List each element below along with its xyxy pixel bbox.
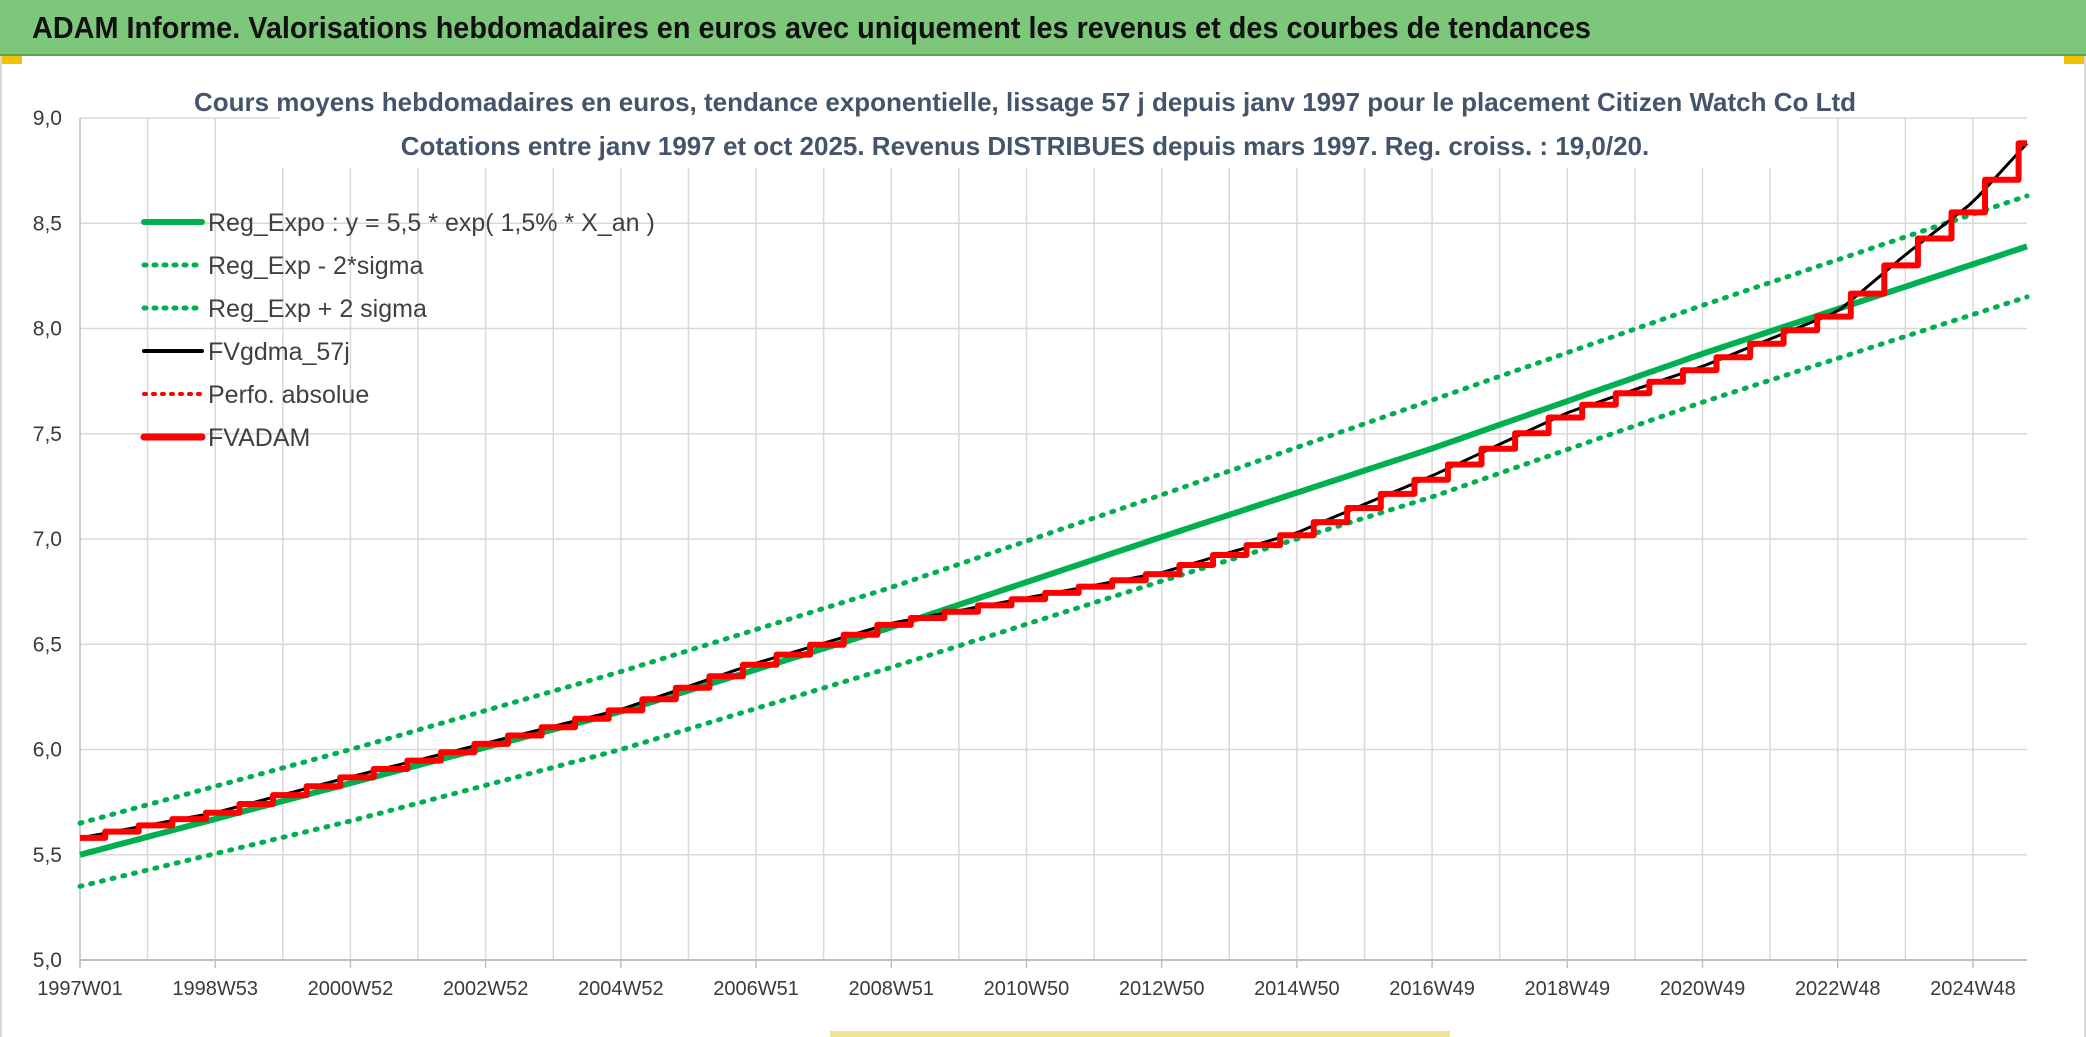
legend: Reg_Expo : y = 5,5 * exp( 1,5% * X_an ) R…	[140, 209, 655, 452]
corner-mark-right	[2064, 56, 2086, 64]
y-tick-label: 6,5	[33, 633, 62, 656]
x-tick-label: 2000W52	[308, 978, 394, 1000]
legend-label: Reg_Expo : y = 5,5 * exp( 1,5% * X_an )	[208, 209, 655, 237]
legend-label: FVgdma_57j	[208, 338, 350, 366]
x-tick-label: 2004W52	[578, 978, 664, 1000]
x-tick-label: 2020W49	[1660, 978, 1746, 1000]
legend-label: FVADAM	[208, 424, 310, 452]
report-banner: ADAM Informe. Valorisations hebdomadaire…	[0, 0, 2086, 56]
y-tick-label: 5,0	[33, 949, 62, 972]
x-tick-label: 2010W50	[984, 978, 1070, 1000]
x-tick-label: 2024W48	[1930, 978, 2016, 1000]
corner-mark-left	[0, 56, 22, 64]
chart-title-line-1: Cours moyens hebdomadaires en euros, ten…	[194, 87, 1856, 117]
y-tick-label: 7,5	[33, 423, 62, 446]
legend-label: Reg_Exp + 2 sigma	[208, 295, 427, 323]
x-tick-label: 2016W49	[1389, 978, 1475, 1000]
bottom-accent-bar	[830, 1031, 1450, 1037]
y-tick-label: 7,0	[33, 528, 62, 551]
y-tick-label: 9,0	[33, 107, 62, 130]
x-tick-label: 2008W51	[848, 978, 934, 1000]
y-tick-label: 5,5	[33, 844, 62, 867]
x-tick-label: 2012W50	[1119, 978, 1205, 1000]
x-tick-label: 1998W53	[172, 978, 258, 1000]
series-fvadam	[80, 140, 2027, 841]
chart-frame	[0, 56, 2086, 1037]
series-fvgdma-57j	[79, 142, 2029, 840]
x-axis-ticks: 1997W01 1998W53 2000W52 2002W52 2004W52 2006W…	[37, 960, 2016, 1000]
report-title: ADAM Informe. Valorisations hebdomadaire…	[32, 10, 1591, 45]
title-background	[280, 84, 1800, 168]
y-axis-ticks: 5,0 5,5 6,0 6,5 7,0 7,5 8,0 8,5 9,0	[33, 107, 62, 972]
x-tick-label: 2002W52	[443, 978, 529, 1000]
x-tick-label: 2014W50	[1254, 978, 1340, 1000]
y-tick-label: 8,5	[33, 212, 62, 235]
chart-title-line-2: Cotations entre janv 1997 et oct 2025. R…	[401, 131, 1650, 161]
y-tick-label: 6,0	[33, 739, 62, 762]
x-tick-label: 2006W51	[713, 978, 799, 1000]
series-reg-expo	[79, 243, 2028, 858]
grid-lines	[79, 117, 2027, 966]
legend-label: Perfo. absolue	[208, 381, 369, 409]
legend-label: Reg_Exp - 2*sigma	[208, 252, 423, 280]
series-reg-minus-2sigma	[77, 294, 2030, 889]
x-tick-label: 1997W01	[37, 978, 123, 1000]
x-tick-label: 2018W49	[1524, 978, 1610, 1000]
x-tick-label: 2022W48	[1795, 978, 1881, 1000]
series-reg-plus-2sigma	[77, 193, 2030, 826]
y-tick-label: 8,0	[33, 318, 62, 341]
series-layer	[77, 140, 2030, 889]
